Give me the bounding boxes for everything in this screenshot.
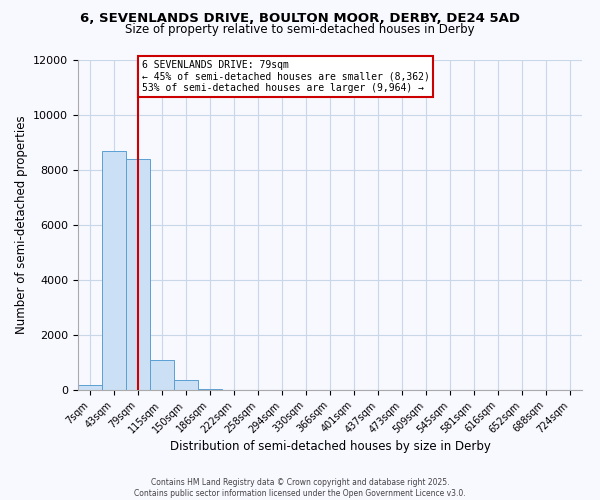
Bar <box>174 380 198 390</box>
Bar <box>126 159 150 390</box>
Bar <box>198 388 222 390</box>
Text: Size of property relative to semi-detached houses in Derby: Size of property relative to semi-detach… <box>125 22 475 36</box>
Text: 6, SEVENLANDS DRIVE, BOULTON MOOR, DERBY, DE24 5AD: 6, SEVENLANDS DRIVE, BOULTON MOOR, DERBY… <box>80 12 520 26</box>
Bar <box>150 360 174 390</box>
Text: 6 SEVENLANDS DRIVE: 79sqm
← 45% of semi-detached houses are smaller (8,362)
53% : 6 SEVENLANDS DRIVE: 79sqm ← 45% of semi-… <box>142 60 430 93</box>
Y-axis label: Number of semi-detached properties: Number of semi-detached properties <box>14 116 28 334</box>
Bar <box>102 151 126 390</box>
X-axis label: Distribution of semi-detached houses by size in Derby: Distribution of semi-detached houses by … <box>170 440 490 454</box>
Text: Contains HM Land Registry data © Crown copyright and database right 2025.
Contai: Contains HM Land Registry data © Crown c… <box>134 478 466 498</box>
Bar <box>78 384 102 390</box>
